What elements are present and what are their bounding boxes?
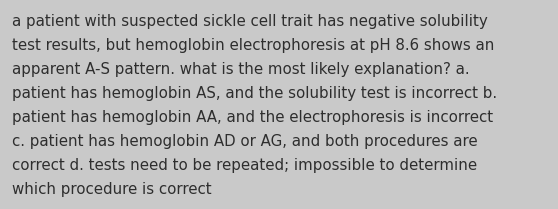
Text: which procedure is correct: which procedure is correct [12, 182, 211, 197]
Text: c. patient has hemoglobin AD or AG, and both procedures are: c. patient has hemoglobin AD or AG, and … [12, 134, 478, 149]
Text: a patient with suspected sickle cell trait has negative solubility: a patient with suspected sickle cell tra… [12, 14, 488, 29]
Text: correct d. tests need to be repeated; impossible to determine: correct d. tests need to be repeated; im… [12, 158, 477, 173]
Text: apparent A-S pattern. what is the most likely explanation? a.: apparent A-S pattern. what is the most l… [12, 62, 470, 77]
Text: patient has hemoglobin AA, and the electrophoresis is incorrect: patient has hemoglobin AA, and the elect… [12, 110, 493, 125]
Text: test results, but hemoglobin electrophoresis at pH 8.6 shows an: test results, but hemoglobin electrophor… [12, 38, 494, 53]
Text: patient has hemoglobin AS, and the solubility test is incorrect b.: patient has hemoglobin AS, and the solub… [12, 86, 497, 101]
